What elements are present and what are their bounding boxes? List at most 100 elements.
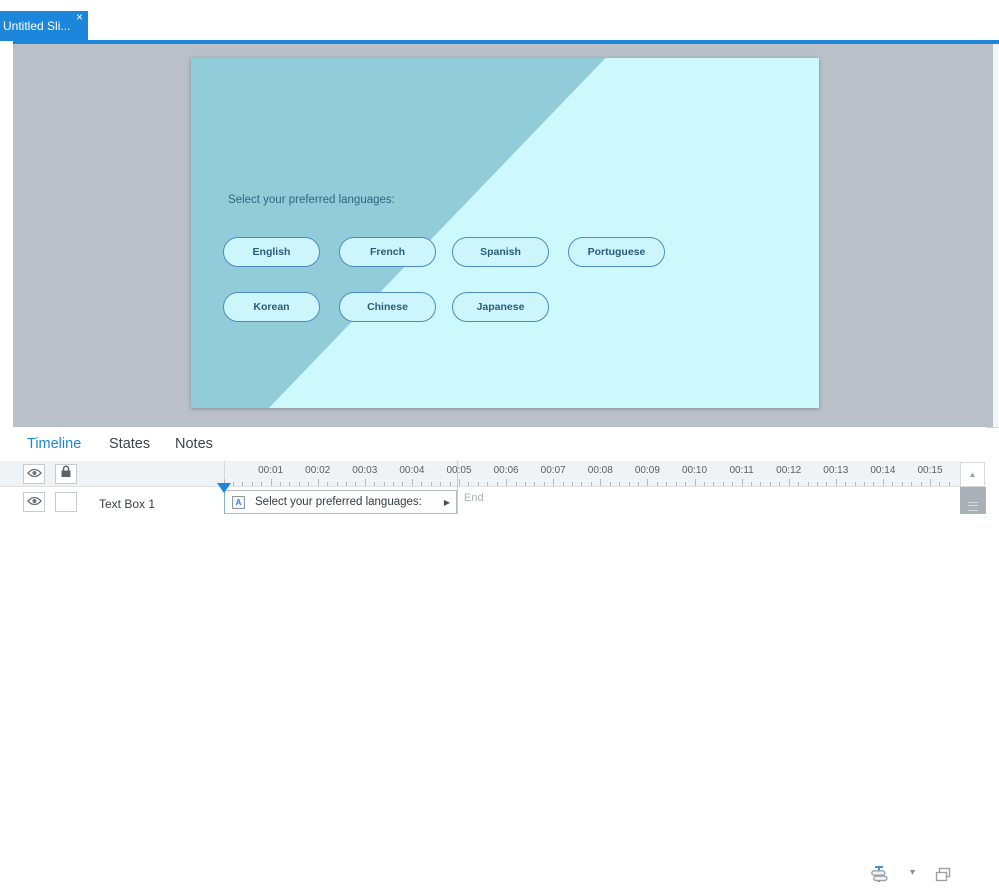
ruler-tick bbox=[496, 482, 498, 486]
ruler-time-label: 00:06 bbox=[493, 465, 519, 476]
ruler-time-label: 00:05 bbox=[446, 465, 472, 476]
language-button-korean[interactable]: Korean bbox=[223, 292, 320, 322]
lock-all-button[interactable] bbox=[55, 464, 77, 484]
ruler-tick bbox=[581, 482, 583, 486]
ruler-tick bbox=[619, 482, 621, 486]
ruler-tick bbox=[223, 479, 225, 486]
language-button-japanese[interactable]: Japanese bbox=[452, 292, 549, 322]
ruler-tick bbox=[242, 482, 244, 486]
panel-layout-icon[interactable] bbox=[934, 866, 952, 888]
timeline-scale-icon[interactable] bbox=[869, 864, 889, 889]
ruler-tick bbox=[261, 482, 263, 486]
ruler-tick bbox=[411, 479, 413, 486]
ruler-tick bbox=[751, 482, 753, 486]
ruler-tick bbox=[760, 482, 762, 486]
slide-canvas[interactable]: Select your preferred languages: English… bbox=[191, 58, 819, 408]
ruler-tick bbox=[383, 482, 385, 486]
timeline-object-bar[interactable]: A Select your preferred languages: ▶ bbox=[224, 490, 457, 514]
tab-states[interactable]: States bbox=[109, 436, 151, 452]
timeline-header-row bbox=[0, 461, 960, 487]
ruler-tick bbox=[779, 482, 781, 486]
language-button-french[interactable]: French bbox=[339, 237, 436, 267]
language-button-english[interactable]: English bbox=[223, 237, 320, 267]
slide-tab-title: Untitled Sli... bbox=[3, 19, 71, 33]
show-all-button[interactable] bbox=[23, 464, 45, 484]
ruler-tick bbox=[807, 482, 809, 486]
ruler-time-label: 00:02 bbox=[305, 465, 331, 476]
slide-tab[interactable]: Untitled Sli... × bbox=[0, 11, 88, 41]
track-row bbox=[0, 487, 960, 514]
ruler-tick bbox=[901, 482, 903, 486]
ruler-tick bbox=[882, 479, 884, 486]
slide-prompt-text: Select your preferred languages: bbox=[228, 194, 395, 206]
scrollbar-thumb[interactable] bbox=[960, 487, 986, 514]
ruler-time-label: 00:11 bbox=[729, 465, 754, 476]
track-visibility-button[interactable] bbox=[23, 492, 45, 512]
tab-notes[interactable]: Notes bbox=[175, 436, 213, 452]
scroll-up-button[interactable]: ▲ bbox=[960, 462, 985, 487]
ruler-tick bbox=[515, 482, 517, 486]
ruler-tick bbox=[675, 482, 677, 486]
ruler-tick bbox=[948, 482, 950, 486]
timeline-object-label: Select your preferred languages: bbox=[255, 496, 422, 508]
ruler-tick bbox=[232, 482, 234, 486]
language-button-portuguese[interactable]: Portuguese bbox=[568, 237, 665, 267]
slide-background-shape bbox=[191, 58, 606, 408]
ruler-tick bbox=[798, 482, 800, 486]
ruler-tick bbox=[449, 482, 451, 486]
ruler-time-label: 00:15 bbox=[917, 465, 943, 476]
ruler-tick bbox=[374, 482, 376, 486]
ruler-tick bbox=[355, 482, 357, 486]
ruler-tick bbox=[543, 482, 545, 486]
ruler-tick bbox=[930, 479, 931, 486]
ruler-time-label: 00:10 bbox=[681, 465, 708, 476]
play-arrow-icon: ▶ bbox=[443, 497, 450, 507]
ruler-time-label: 00:01 bbox=[258, 465, 284, 476]
ruler-tick bbox=[345, 482, 347, 486]
ruler-tick bbox=[524, 482, 526, 486]
ruler-tick bbox=[364, 479, 366, 486]
ruler-tick bbox=[845, 482, 847, 486]
ruler-time-label: 00:07 bbox=[540, 465, 566, 476]
ruler-tick bbox=[864, 482, 866, 486]
storyline-app: Untitled Sli... × Select your preferred … bbox=[0, 11, 999, 882]
ruler-tick bbox=[562, 482, 564, 486]
ruler-time-label: 00:08 bbox=[587, 465, 613, 476]
ruler-time-label: 00:13 bbox=[823, 465, 849, 476]
language-button-chinese[interactable]: Chinese bbox=[339, 292, 436, 322]
ruler-tick bbox=[459, 479, 460, 486]
ruler-tick bbox=[854, 482, 856, 486]
ruler-tick bbox=[666, 482, 668, 486]
ruler-tick bbox=[939, 482, 941, 486]
ruler-tick bbox=[553, 479, 555, 486]
close-icon[interactable]: × bbox=[75, 11, 83, 24]
ruler-tick bbox=[826, 482, 828, 486]
ruler-tick bbox=[251, 482, 253, 486]
ruler-tick bbox=[421, 482, 423, 486]
ruler-tick bbox=[873, 482, 875, 486]
playhead[interactable] bbox=[217, 483, 231, 493]
ruler-tick bbox=[393, 482, 395, 486]
ruler-time-label: 00:14 bbox=[870, 465, 896, 476]
ruler-tick bbox=[694, 479, 696, 486]
ruler-tick bbox=[336, 482, 338, 486]
ruler-tick bbox=[628, 482, 630, 486]
language-button-spanish[interactable]: Spanish bbox=[452, 237, 549, 267]
timeline-panel-tabs: Timeline States Notes ▾ bbox=[0, 427, 986, 882]
ruler-tick bbox=[920, 482, 922, 486]
ruler-tick bbox=[732, 482, 734, 486]
ruler-tick bbox=[835, 479, 837, 486]
tab-underline bbox=[13, 40, 999, 44]
ruler-tick bbox=[477, 482, 479, 486]
track-lock-checkbox[interactable] bbox=[55, 492, 77, 512]
ruler-tick bbox=[722, 482, 724, 486]
ruler-time-label: 00:12 bbox=[776, 465, 802, 476]
tab-timeline[interactable]: Timeline bbox=[27, 436, 82, 452]
scrollbar-grip-icon bbox=[968, 502, 978, 511]
ruler-tick bbox=[590, 482, 592, 486]
chevron-down-icon[interactable]: ▾ bbox=[910, 867, 916, 878]
ruler-tick bbox=[487, 482, 489, 486]
ruler-tick bbox=[506, 479, 508, 486]
ruler-tick bbox=[317, 479, 319, 486]
ruler-time-label: 00:09 bbox=[634, 465, 660, 476]
